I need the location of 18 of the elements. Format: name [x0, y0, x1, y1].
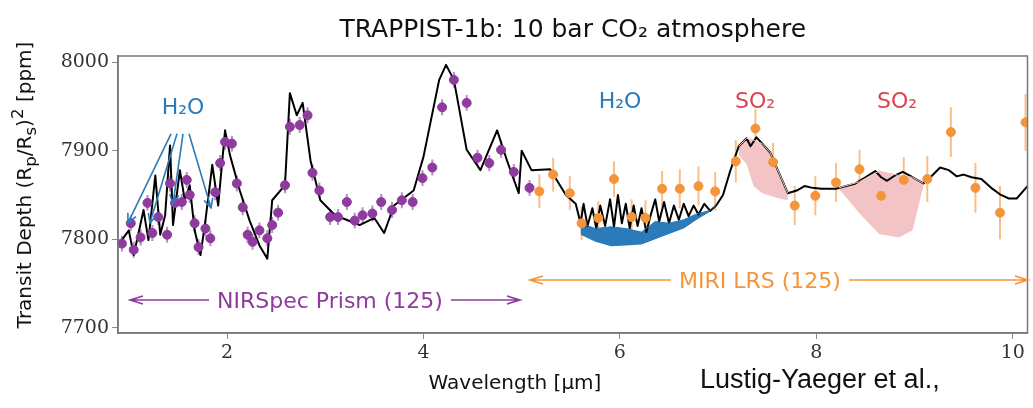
y-tick-label: 7700	[60, 314, 109, 337]
annotation: SO₂	[734, 87, 776, 113]
x-tick-label: 6	[613, 340, 626, 363]
x-tick-label: 8	[810, 340, 823, 363]
annotation: MIRI LRS (125)	[679, 267, 841, 293]
y-tick-label: 7900	[60, 137, 109, 160]
annotation: NIRSpec Prism (125)	[217, 287, 443, 313]
annotation: H₂O	[161, 93, 205, 119]
x-tick-label: 2	[220, 340, 234, 363]
text: Lustig-Yaeger et al.,	[700, 364, 940, 395]
chart-title: TRAPPIST-1b: 10 bar CO₂ atmosphere	[339, 14, 807, 43]
x-tick-label: 4	[417, 340, 430, 363]
x-tick-label: 10	[1000, 340, 1025, 363]
y-tick-label: 8000	[60, 49, 109, 72]
annotation: H₂O	[598, 87, 642, 113]
y-tick-label: 7800	[60, 226, 109, 249]
x-axis-title: Wavelength [μm]	[428, 370, 602, 394]
annotation: SO₂	[876, 87, 918, 113]
